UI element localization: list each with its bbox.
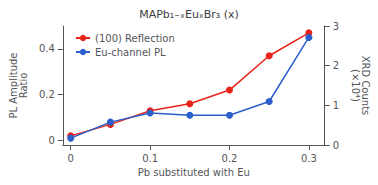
svg-text:0.4: 0.4 bbox=[39, 43, 55, 54]
svg-text:1: 1 bbox=[333, 100, 339, 111]
svg-text:XRD Counts: XRD Counts bbox=[359, 55, 371, 116]
svg-text:0.1: 0.1 bbox=[142, 153, 158, 164]
svg-text:3: 3 bbox=[333, 21, 339, 32]
svg-text:(×10⁴): (×10⁴) bbox=[350, 69, 361, 102]
svg-text:Eu-channel PL: Eu-channel PL bbox=[95, 47, 166, 58]
svg-text:PL Amplitude: PL Amplitude bbox=[7, 52, 19, 119]
svg-text:0.2: 0.2 bbox=[39, 89, 55, 100]
svg-text:2: 2 bbox=[333, 60, 339, 71]
svg-text:0.2: 0.2 bbox=[222, 153, 238, 164]
svg-text:MAPb₁₋ₓEuₓBr₃ (x): MAPb₁₋ₓEuₓBr₃ (x) bbox=[139, 8, 239, 21]
svg-text:0: 0 bbox=[333, 140, 339, 151]
svg-text:Ratio: Ratio bbox=[18, 73, 29, 99]
svg-text:0: 0 bbox=[48, 135, 54, 146]
svg-text:0: 0 bbox=[68, 153, 74, 164]
svg-text:0.3: 0.3 bbox=[301, 153, 317, 164]
svg-text:Pb substituted with Eu: Pb substituted with Eu bbox=[138, 167, 250, 178]
svg-text:(100) Reflection: (100) Reflection bbox=[95, 33, 175, 44]
